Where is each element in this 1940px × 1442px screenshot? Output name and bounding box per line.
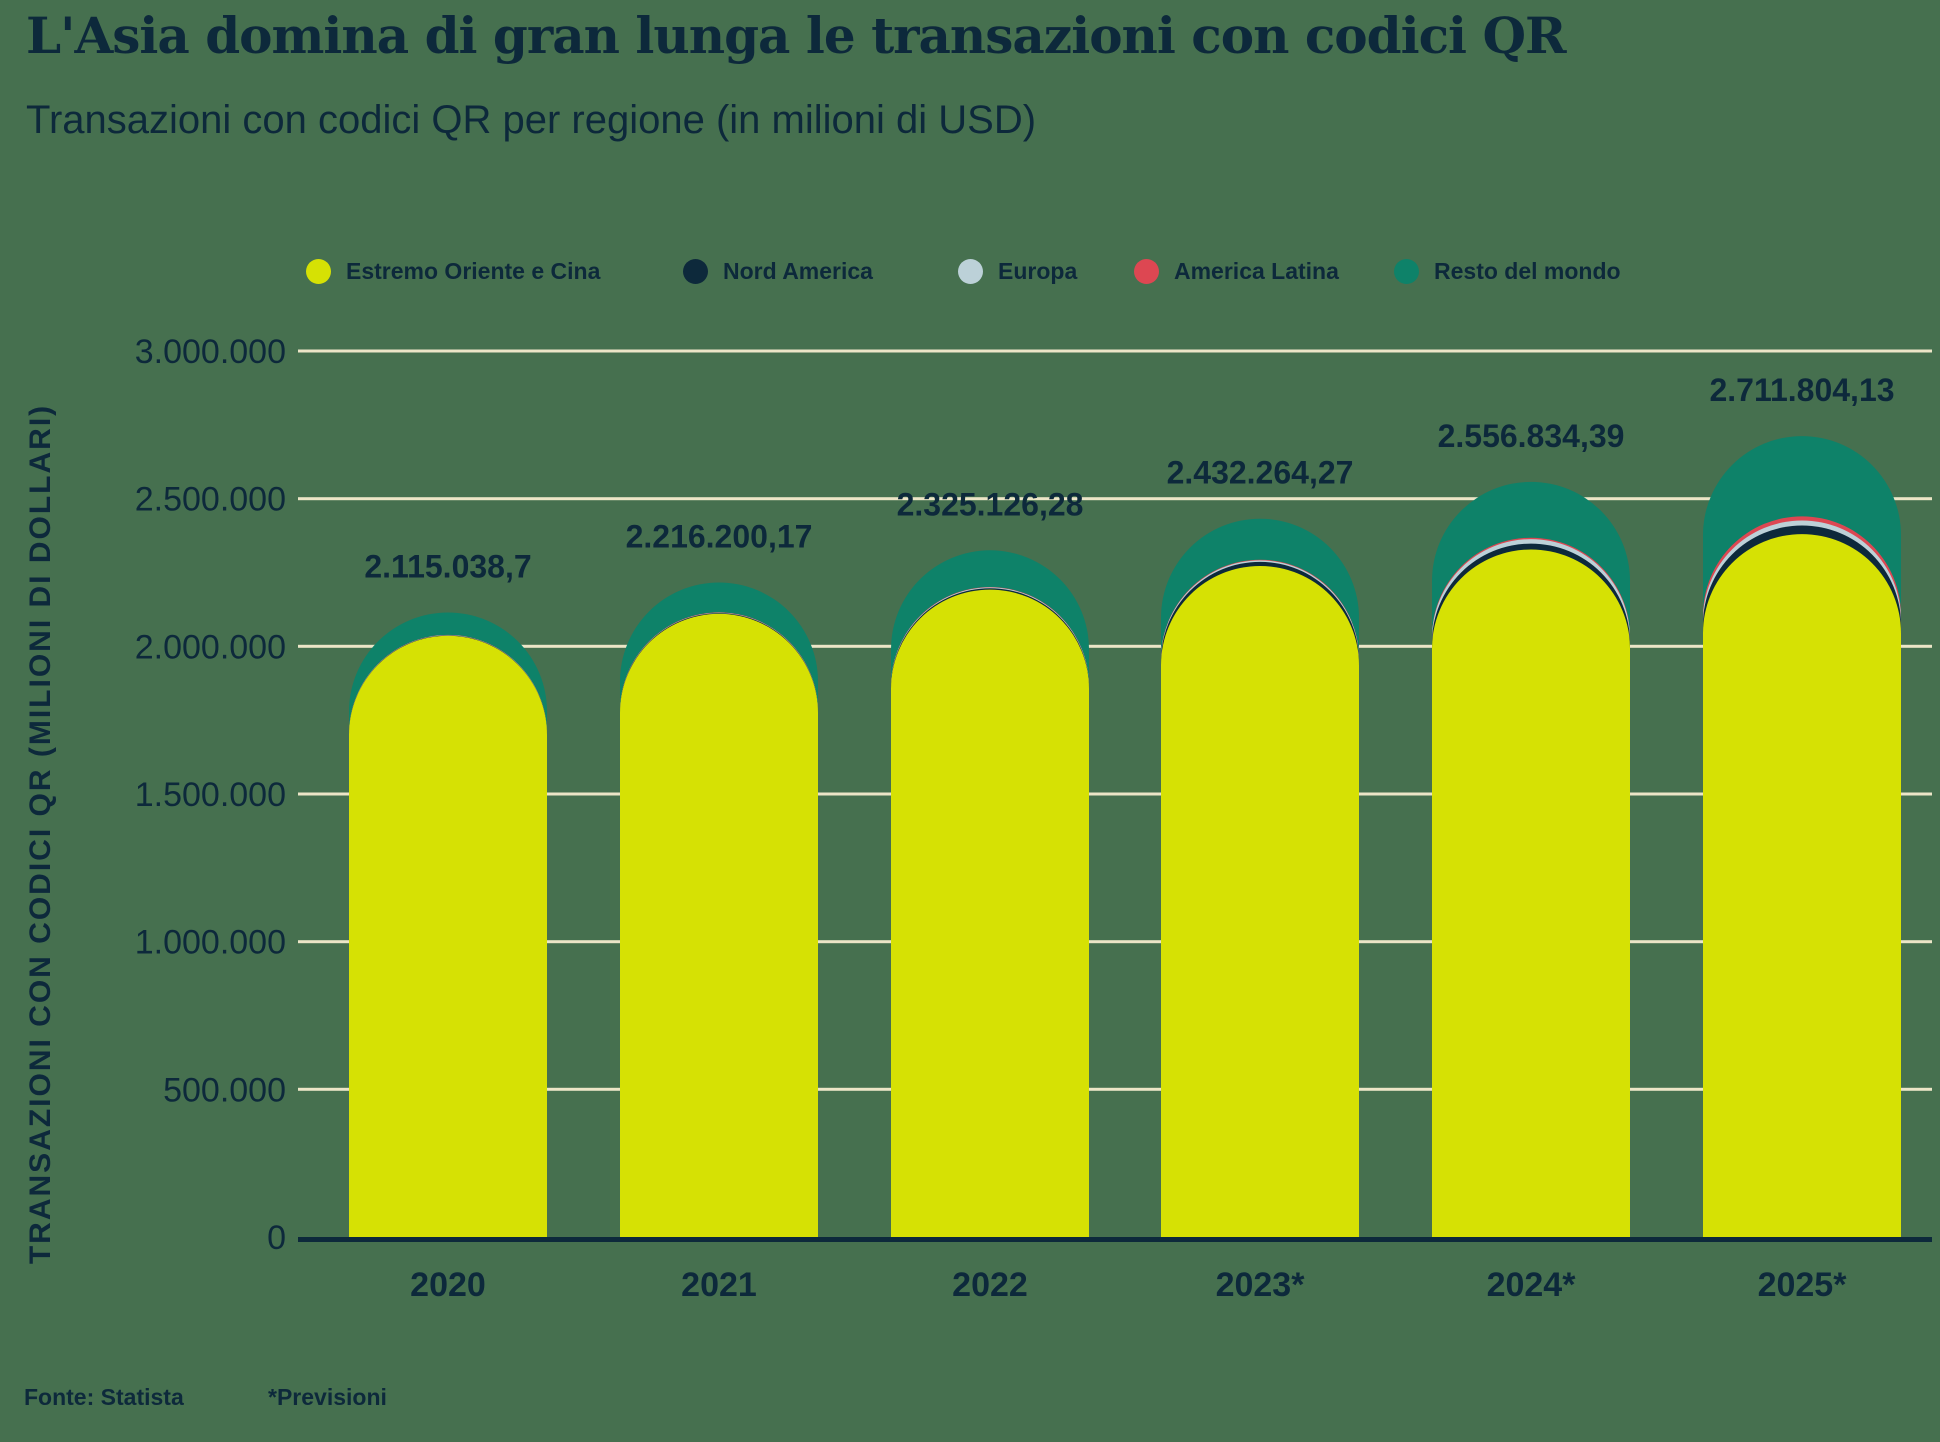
- x-tick-label: 2022: [952, 1266, 1028, 1304]
- legend-label: Europa: [998, 258, 1078, 284]
- bar-total-label: 2.216.200,17: [626, 519, 813, 555]
- bar-segment-estremo-oriente-e-cina-2022: [891, 589, 1089, 1237]
- gridline: [298, 792, 1932, 796]
- legend: Estremo Oriente e Cina Nord America Europa…: [0, 258, 1940, 288]
- gridline: [298, 497, 1932, 501]
- bar-segment-estremo-oriente-e-cina-2025: [1703, 534, 1901, 1237]
- bar-total-label: 2.711.804,13: [1709, 372, 1894, 408]
- x-axis-line: [298, 1237, 1932, 1242]
- legend-dot-europa: [958, 259, 983, 284]
- y-tick-label: 2.500.000: [135, 481, 286, 519]
- gridline: [298, 1087, 1932, 1091]
- page-title: L'Asia domina di gran lunga le transazio…: [26, 6, 1567, 65]
- gridline: [298, 644, 1932, 648]
- legend-label: Resto del mondo: [1434, 258, 1621, 284]
- legend-dot-nord-america: [683, 259, 708, 284]
- bar-segment-estremo-oriente-e-cina-2024: [1432, 549, 1630, 1237]
- y-tick-label: 0: [267, 1219, 286, 1257]
- bar-segment-estremo-oriente-e-cina-2023: [1161, 566, 1359, 1237]
- x-tick-label: 2025*: [1758, 1266, 1848, 1304]
- y-tick-label: 500.000: [163, 1071, 286, 1109]
- y-tick-label: 1.000.000: [135, 924, 286, 962]
- gridline: [298, 349, 1932, 353]
- legend-dot-resto-del-mondo: [1394, 259, 1419, 284]
- y-tick-label: 3.000.000: [135, 333, 286, 371]
- x-tick-label: 2024*: [1487, 1266, 1577, 1304]
- bar-total-label: 2.325.126,28: [897, 486, 1084, 522]
- x-tick-label: 2021: [681, 1266, 757, 1304]
- legend-dot-america-latina: [1134, 259, 1159, 284]
- legend-dot-estremo-oriente-e-cina: [306, 259, 331, 284]
- legend-item-america-latina: America Latina: [1134, 258, 1339, 285]
- y-tick-label: 2.000.000: [135, 628, 286, 666]
- legend-item-europa: Europa: [958, 258, 1077, 285]
- legend-label: Estremo Oriente e Cina: [346, 258, 601, 284]
- legend-item-nord-america: Nord America: [683, 258, 873, 285]
- page-subtitle: Transazioni con codici QR per regione (i…: [26, 98, 1037, 142]
- legend-label: Nord America: [723, 258, 873, 284]
- forecast-note: *Previsioni: [268, 1384, 387, 1410]
- x-tick-label: 2023*: [1216, 1266, 1306, 1304]
- bar-total-label: 2.556.834,39: [1438, 418, 1625, 454]
- legend-item-resto-del-mondo: Resto del mondo: [1394, 258, 1621, 285]
- bar-segment-estremo-oriente-e-cina-2020: [349, 635, 547, 1237]
- y-tick-label: 1.500.000: [135, 776, 286, 814]
- gridline: [298, 940, 1932, 944]
- bar-segment-estremo-oriente-e-cina-2021: [620, 613, 818, 1237]
- bar-total-label: 2.115.038,7: [364, 548, 531, 584]
- source-note: Fonte: Statista: [24, 1384, 184, 1410]
- legend-label: America Latina: [1174, 258, 1339, 284]
- x-tick-label: 2020: [410, 1266, 486, 1304]
- bar-total-label: 2.432.264,27: [1167, 455, 1354, 491]
- legend-item-estremo-oriente-e-cina: Estremo Oriente e Cina: [306, 258, 600, 285]
